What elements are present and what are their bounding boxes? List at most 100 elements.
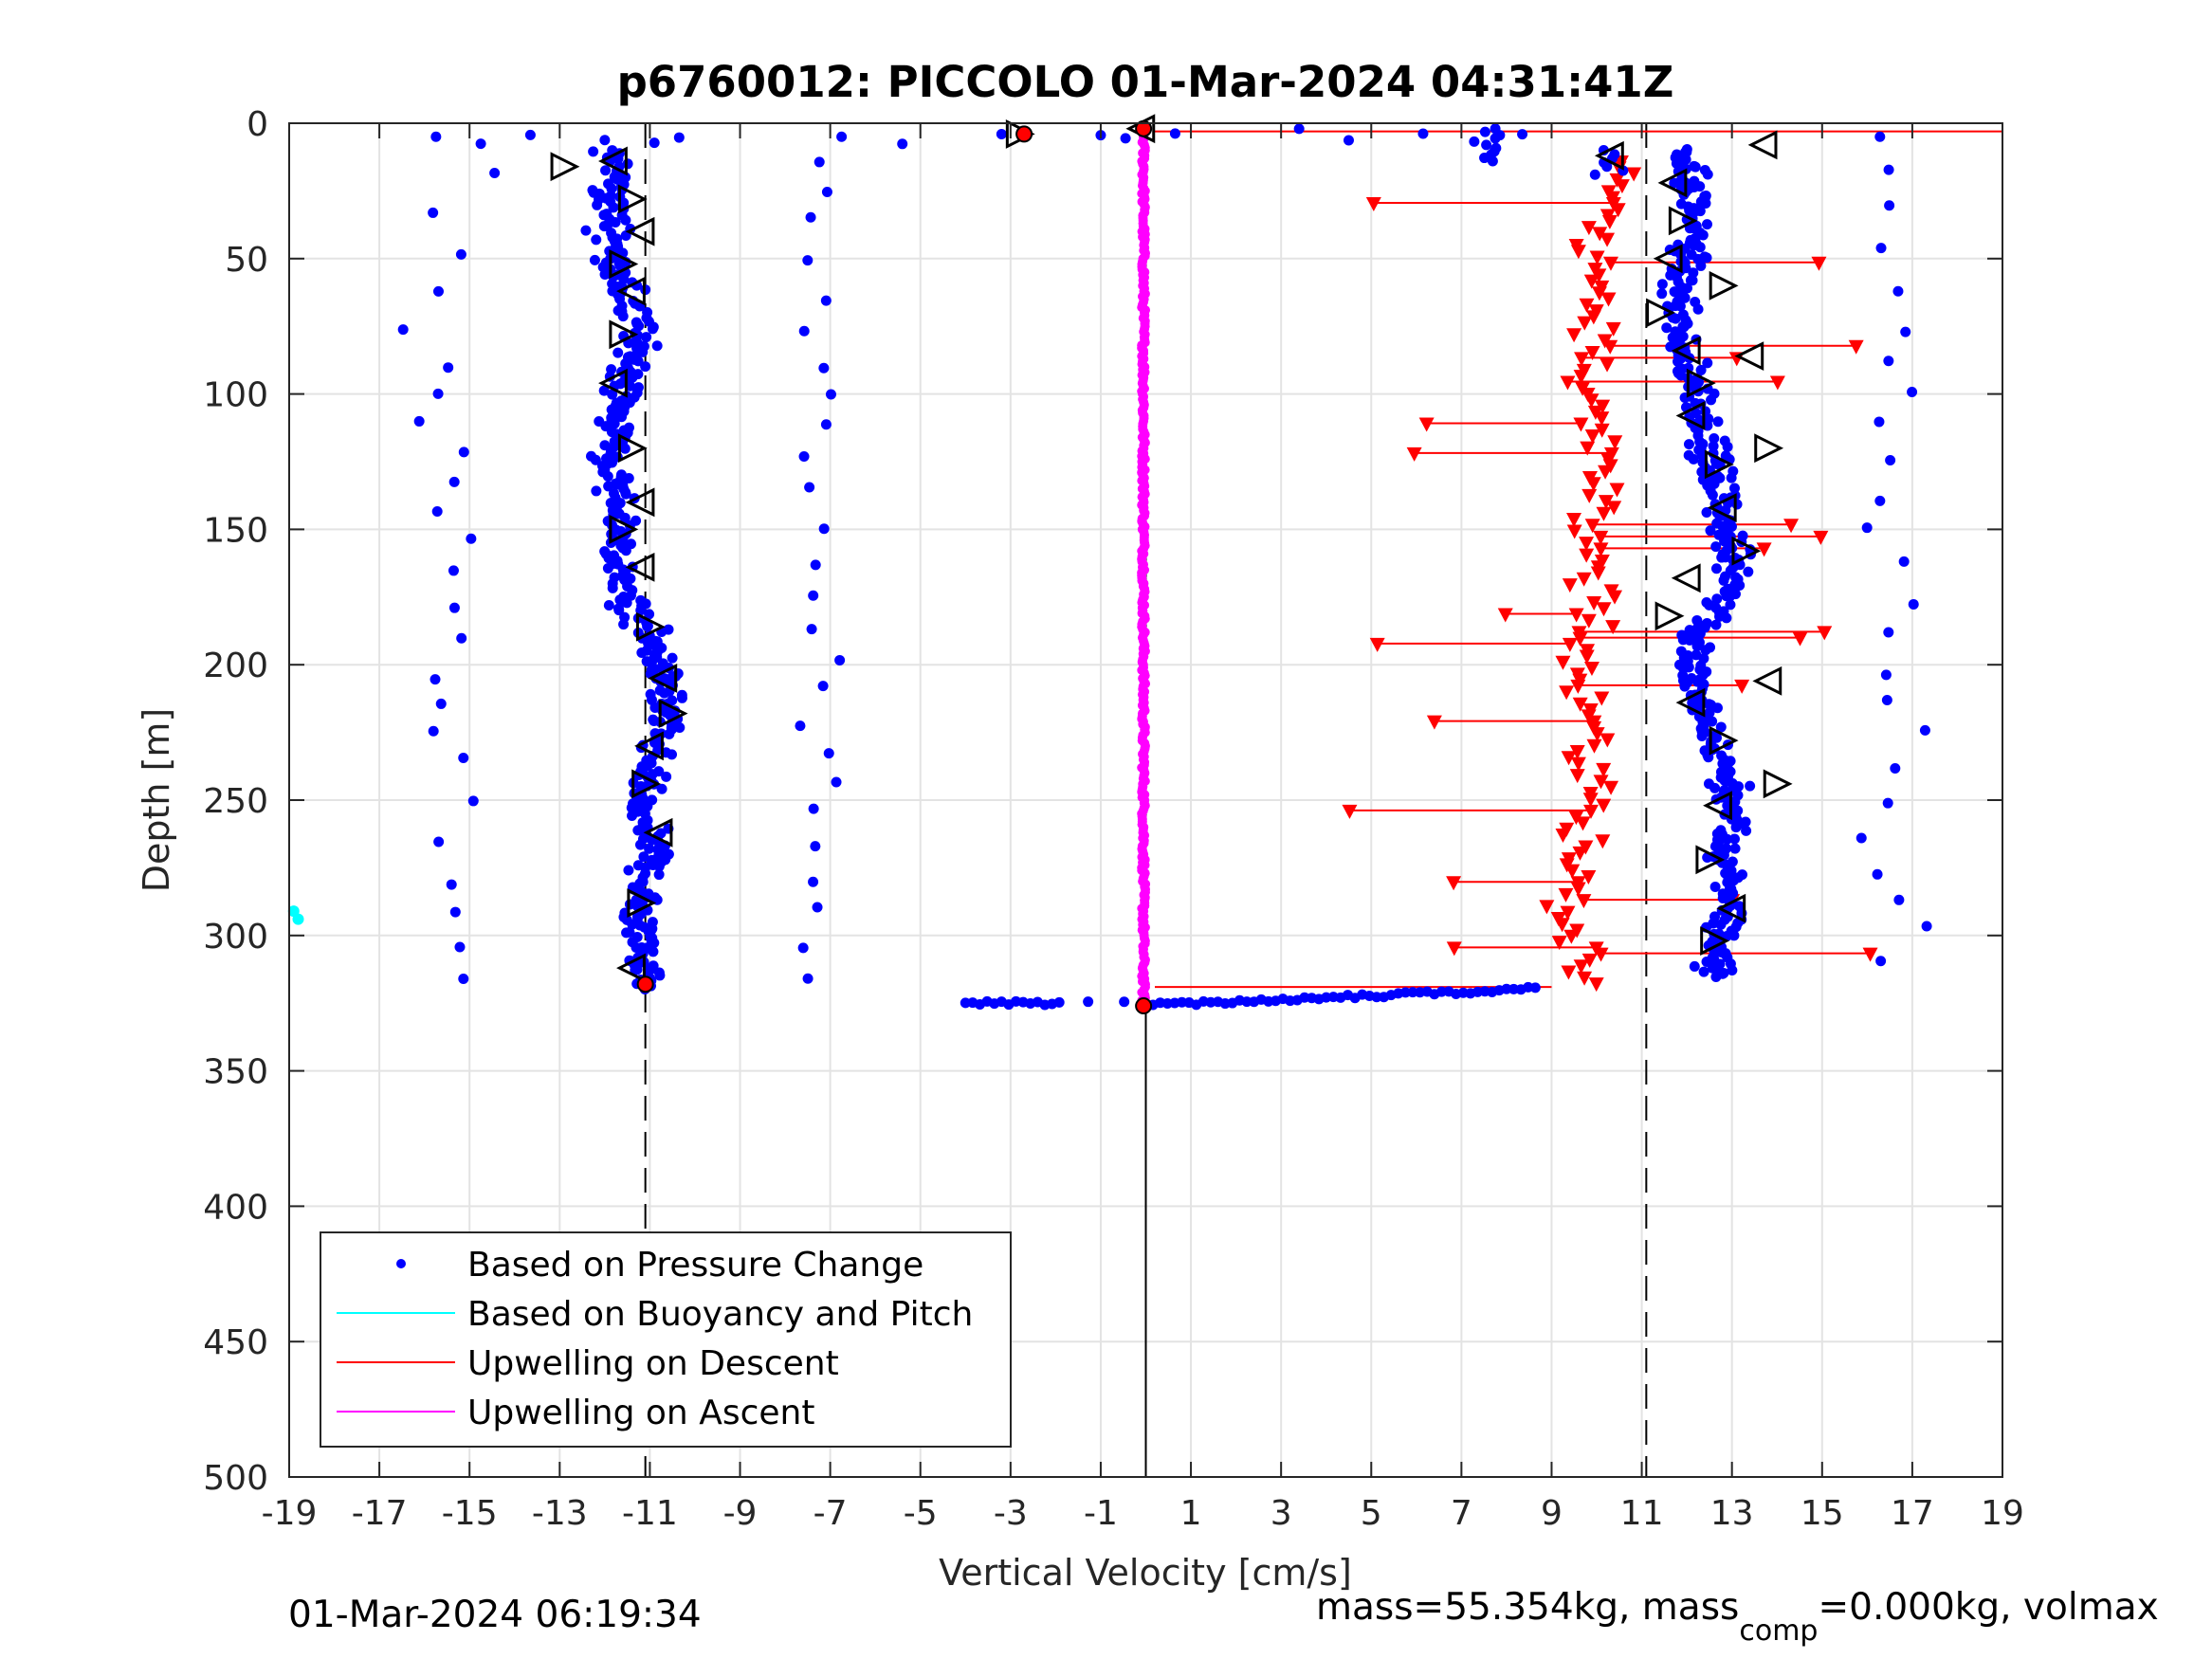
pressure-change-point: [667, 652, 678, 664]
pressure-change-point: [648, 946, 659, 957]
descent-arrow-head: [1418, 417, 1435, 432]
turn-marker: [1653, 244, 1683, 274]
descent-arrow-head: [1792, 631, 1808, 647]
descent-upwelling-point: [1579, 548, 1595, 563]
y-tick-label: 400: [203, 1188, 268, 1227]
pressure-change-point: [649, 137, 660, 149]
pressure-change-point: [620, 545, 631, 556]
turn-marker: [616, 953, 646, 983]
turn-marker: [1752, 665, 1782, 696]
descent-upwelling-point: [1581, 613, 1597, 629]
pressure-change-point: [1701, 507, 1712, 519]
pressure-change-point: [1479, 126, 1490, 137]
descent-upwelling-point: [1593, 542, 1609, 557]
pressure-change-point: [836, 131, 848, 142]
upwelling-ascent-series: [1137, 123, 1151, 1009]
descent-arrow-head: [1811, 256, 1827, 271]
descent-upwelling-point: [1573, 417, 1589, 432]
descent-upwelling-point: [1579, 649, 1595, 665]
pressure-change-point: [636, 647, 648, 658]
pressure-change-point: [1921, 921, 1932, 932]
descent-upwelling-point: [1575, 816, 1591, 831]
pressure-change-point: [602, 562, 613, 574]
pressure-change-series: [397, 123, 1932, 1011]
descent-upwelling-point: [1586, 738, 1602, 754]
descent-arrow-head: [1813, 530, 1829, 545]
footer-mass-suffix: =0.000kg, volmax: [1818, 1586, 2158, 1629]
x-tick-label: -19: [262, 1494, 318, 1533]
turn-marker: [634, 731, 664, 761]
descent-upwelling-point: [1570, 679, 1586, 694]
descent-upwelling-point: [1610, 203, 1626, 218]
turn-marker: [625, 216, 655, 246]
pressure-change-point: [820, 419, 832, 430]
pressure-change-point: [814, 156, 825, 168]
turn-marker: [598, 368, 628, 398]
descent-upwelling-point: [1596, 602, 1612, 617]
descent-upwelling-point: [1581, 869, 1597, 884]
pressure-change-point: [1725, 599, 1736, 611]
turn-marker: [631, 769, 662, 799]
pressure-change-point: [1053, 996, 1065, 1008]
descent-upwelling-point: [1568, 608, 1584, 623]
pressure-change-point: [806, 624, 817, 635]
pressure-change-point: [618, 619, 630, 630]
pressure-change-point: [673, 132, 685, 143]
pressure-change-point: [651, 340, 663, 352]
turn-marker: [1594, 140, 1624, 171]
footer-mass-prefix: mass=55.354kg, mass: [1316, 1586, 1739, 1629]
pressure-change-point: [435, 698, 447, 709]
pressure-change-point: [1874, 416, 1885, 428]
pressure-change-point: [1696, 466, 1708, 478]
pressure-change-point: [413, 415, 425, 427]
descent-upwelling-point: [1584, 519, 1600, 534]
descent-upwelling-point: [1605, 620, 1621, 635]
descent-upwelling-point: [1583, 662, 1600, 677]
y-tick-label: 450: [203, 1323, 268, 1362]
descent-upwelling-point: [1598, 495, 1614, 510]
descent-upwelling-point: [1588, 977, 1604, 993]
pressure-change-point: [1293, 123, 1305, 135]
turn-marker: [1654, 601, 1685, 631]
pressure-change-point: [1908, 598, 1919, 610]
pressure-change-point: [641, 656, 652, 667]
pressure-change-point: [1712, 416, 1724, 428]
descent-upwelling-point: [1585, 310, 1601, 325]
pressure-change-point: [1689, 160, 1700, 172]
pressure-change-point: [612, 154, 624, 165]
descent-upwelling-point: [1581, 488, 1598, 503]
pressure-change-point: [1709, 432, 1720, 444]
buoyancy-pitch-series: [287, 905, 304, 925]
y-tick-label: 250: [203, 782, 268, 821]
descent-upwelling-point: [1551, 936, 1567, 951]
buoyancy-pitch-point: [292, 913, 304, 925]
pressure-change-point: [1689, 960, 1700, 972]
descent-upwelling-point: [1596, 798, 1612, 813]
pressure-change-point: [1874, 495, 1886, 506]
pressure-change-point: [1169, 128, 1180, 139]
x-tick-label: -5: [904, 1494, 938, 1533]
descent-upwelling-point: [1595, 834, 1611, 849]
pressure-change-point: [802, 255, 814, 266]
pressure-change-point: [1417, 128, 1429, 139]
pressure-change-point: [641, 332, 652, 343]
pressure-change-point: [1883, 164, 1894, 175]
descent-arrow-head: [1497, 608, 1513, 623]
pressure-change-point: [591, 234, 602, 246]
pressure-change-point: [808, 876, 819, 887]
y-axis-label: Depth [m]: [136, 708, 177, 893]
pressure-change-point: [638, 851, 649, 863]
descent-upwelling-point: [1569, 769, 1585, 784]
descent-upwelling-point: [1589, 250, 1605, 265]
pressure-change-point: [458, 753, 469, 764]
pressure-change-point: [1700, 645, 1711, 656]
pressure-change-point: [1698, 966, 1709, 977]
pressure-change-point: [455, 248, 466, 260]
descent-upwelling-point: [1603, 780, 1619, 795]
pressure-change-point: [1721, 591, 1732, 602]
pressure-change-point: [608, 202, 619, 213]
pressure-change-point: [1875, 956, 1887, 967]
pressure-change-point: [620, 214, 631, 226]
pressure-change-point: [1703, 752, 1714, 763]
pressure-change-point: [653, 869, 665, 881]
